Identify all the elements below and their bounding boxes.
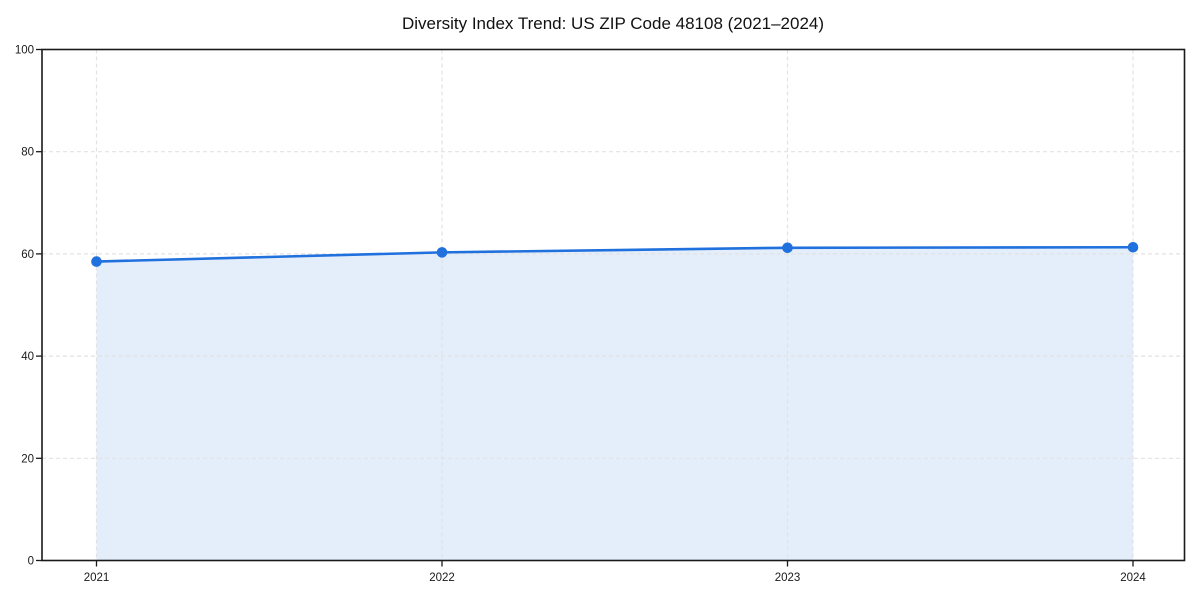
x-tick-label: 2022 <box>429 572 455 584</box>
y-tick-label: 40 <box>21 351 34 363</box>
data-point-marker <box>436 247 448 258</box>
data-point-marker <box>1127 241 1139 253</box>
data-points-layer <box>91 241 1139 267</box>
data-point-marker <box>782 242 793 254</box>
axes-layer: 0 20 40 60 80 100 2021 2022 2023 2024 <box>15 45 1186 584</box>
area-fill-layer <box>96 247 1133 561</box>
grid-lines-layer <box>42 49 1185 561</box>
trend-line-layer <box>95 245 1135 263</box>
y-tick-label: 80 <box>21 147 34 159</box>
y-tick-label: 20 <box>21 453 34 465</box>
chart-title: Diversity Index Trend: US ZIP Code 48108… <box>402 14 824 33</box>
y-tick-label: 60 <box>21 249 34 261</box>
x-tick-label: 2024 <box>1120 572 1146 584</box>
trend-line-path <box>95 245 1135 263</box>
y-tick-label: 100 <box>15 45 34 57</box>
x-tick-label: 2021 <box>84 572 110 584</box>
plot-border <box>41 48 1186 562</box>
x-tick-label: 2023 <box>775 572 801 584</box>
area-fill-region <box>96 247 1133 561</box>
data-point-marker <box>91 256 102 267</box>
y-tick-label: 0 <box>28 556 34 568</box>
